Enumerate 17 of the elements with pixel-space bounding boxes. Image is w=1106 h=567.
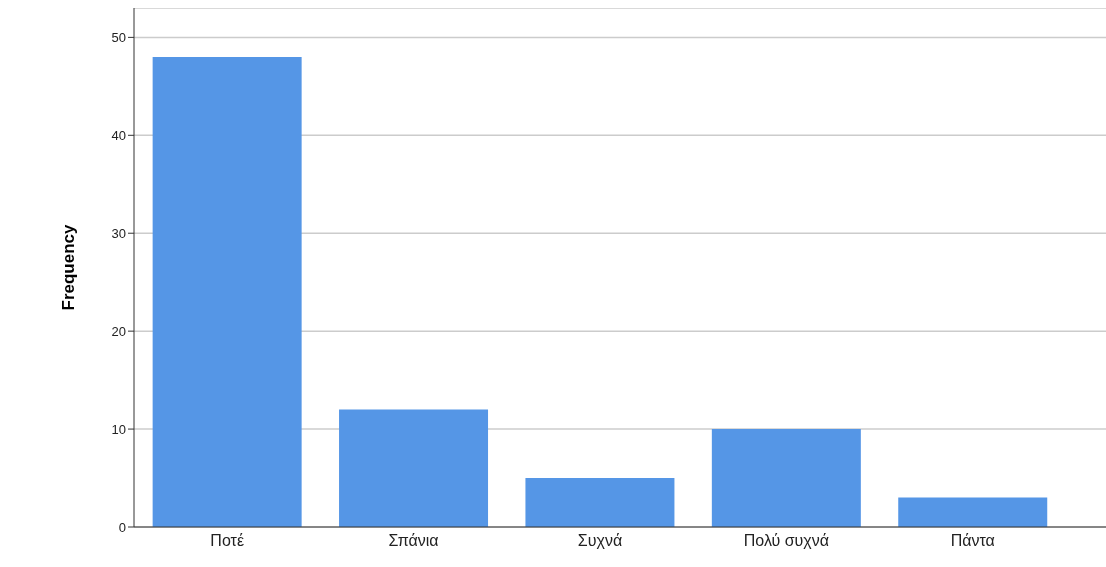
y-tick-label: 10 xyxy=(111,421,126,437)
bar xyxy=(898,497,1048,527)
y-axis-title: Frequency xyxy=(59,223,79,311)
bar xyxy=(339,409,489,527)
bar xyxy=(711,429,861,527)
y-tick-label: 20 xyxy=(111,323,126,339)
y-tick-label: 50 xyxy=(111,29,126,45)
x-tick-label: Πολύ συχνά xyxy=(743,532,830,550)
x-tick-label: Συχνά xyxy=(577,532,623,550)
x-tick-label: Ποτέ xyxy=(210,532,245,550)
y-tick-label: 0 xyxy=(118,519,126,535)
y-tick-label: 40 xyxy=(111,127,126,143)
y-tick-label: 30 xyxy=(111,225,126,241)
x-tick-label: Σπάνια xyxy=(388,532,439,550)
x-tick-label: Πάντα xyxy=(950,532,995,550)
bar xyxy=(525,478,675,527)
bar xyxy=(152,56,302,527)
